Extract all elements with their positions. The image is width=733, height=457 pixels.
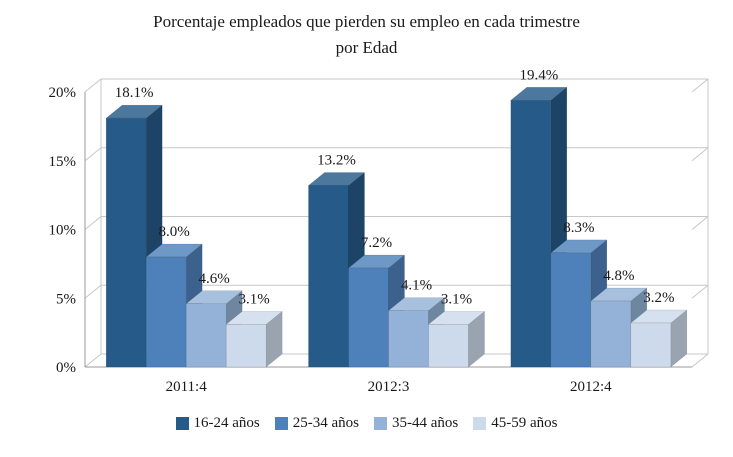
gridline-right-diagonal	[691, 353, 709, 368]
gridline-right-diagonal	[691, 215, 709, 230]
gridline-right-diagonal	[691, 284, 709, 299]
bar-front-face	[308, 184, 349, 367]
bar-front-face	[550, 252, 592, 367]
legend-swatch	[374, 416, 387, 430]
bar-front-face	[145, 256, 187, 367]
bar-front-face	[185, 303, 227, 367]
legend-swatch	[473, 416, 487, 430]
bar-value-label: 4.6%	[199, 270, 230, 286]
y-axis-tick-label: 20%	[49, 85, 77, 101]
legend-swatch	[175, 416, 189, 430]
bar-value-label: 4.1%	[401, 277, 432, 293]
bar-front-face	[348, 267, 389, 367]
bar-front-face	[428, 323, 469, 367]
gridline-right-diagonal	[691, 78, 709, 93]
legend-item: 16-24 años	[175, 414, 260, 432]
gridline-left-diagonal	[84, 215, 102, 230]
y-axis-tick-label: 15%	[49, 153, 77, 169]
gridline-left-diagonal	[84, 353, 102, 368]
bar-value-label: 3.1%	[239, 291, 270, 307]
chart-title-line2: por Edad	[335, 38, 398, 58]
gridline-right-diagonal	[691, 147, 709, 161]
bar-front-face	[388, 310, 429, 367]
chart-legend: 16-24 años 25-34 años 35-44 años 45-59 años	[0, 415, 733, 432]
bar-chart-plot-area: 0% 5% 10% 15% 20% 2011:4 2012:3 2012:4 18.1% 8.0%…	[49, 67, 709, 395]
legend-item: 25-34 años	[274, 414, 359, 432]
gridline-left-diagonal	[84, 147, 102, 161]
legend-label: 45-59 años	[491, 414, 558, 431]
x-axis-category-label: 2012:4	[570, 379, 612, 395]
bar-value-label: 8.0%	[159, 224, 190, 240]
bar-value-label: 19.4%	[519, 67, 558, 83]
bar-front-face	[510, 99, 552, 367]
bar-value-label: 8.3%	[563, 220, 594, 236]
bar-value-label: 18.1%	[115, 85, 154, 101]
bar-front-face	[105, 117, 147, 367]
gridline-left-diagonal	[84, 284, 102, 299]
legend-item: 35-44 años	[374, 415, 458, 432]
legend-label: 16-24 años	[193, 414, 260, 431]
legend-label: 25-34 años	[292, 414, 359, 431]
chart-title: Porcentaje empleados que pierden su empl…	[0, 0, 733, 62]
y-axis-tick-label: 5%	[56, 291, 76, 307]
bar-value-label: 3.1%	[441, 291, 472, 307]
y-axis-tick-label: 10%	[49, 222, 77, 238]
x-axis-category-label: 2012:3	[368, 379, 410, 395]
bar-value-label: 7.2%	[361, 235, 392, 251]
legend-swatch	[274, 416, 288, 430]
bar-value-label: 3.2%	[643, 290, 674, 306]
gridline-left-diagonal	[84, 78, 102, 93]
legend-item: 45-59 años	[473, 414, 558, 432]
bar-front-face	[630, 322, 672, 367]
bar-front-face	[590, 300, 632, 367]
bar-value-label: 13.2%	[317, 152, 356, 168]
bar-value-label: 4.8%	[603, 268, 634, 284]
y-axis-tick-label: 0%	[56, 360, 76, 376]
bar-front-face	[225, 323, 267, 367]
x-axis-category-label: 2011:4	[166, 379, 208, 395]
legend-label: 35-44 años	[392, 414, 459, 431]
chart-title-line1: Porcentaje empleados que pierden su empl…	[153, 12, 580, 31]
